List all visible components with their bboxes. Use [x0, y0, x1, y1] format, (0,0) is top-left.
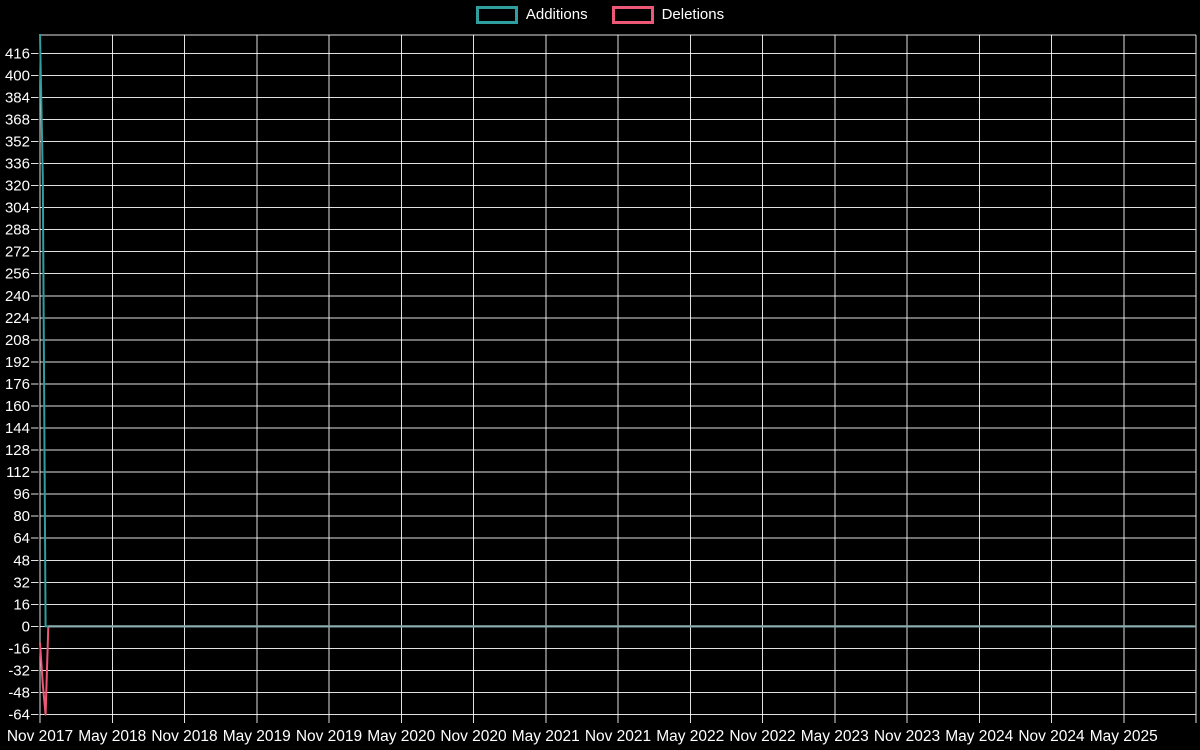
y-axis-tick-label: 128	[5, 442, 30, 459]
y-axis-tick-label: -32	[8, 662, 30, 679]
additions-legend-label: Additions	[525, 6, 588, 23]
y-axis-tick-label: 96	[13, 486, 30, 503]
x-axis-tick-label: Nov 2018	[151, 728, 217, 745]
y-axis-tick-label: 288	[5, 222, 30, 239]
y-axis-tick-label: 192	[5, 354, 30, 371]
chart-legend: Additions Deletions	[0, 6, 1200, 24]
x-axis-tick-label: Nov 2023	[874, 728, 940, 745]
y-axis-tick-label: 336	[5, 155, 30, 172]
legend-item-additions[interactable]: Additions	[475, 6, 588, 24]
x-axis-tick-label: May 2020	[367, 728, 435, 745]
x-axis-tick-label: Nov 2017	[7, 728, 73, 745]
grid-lines	[31, 34, 1197, 723]
y-axis-tick-label: 144	[5, 420, 30, 437]
y-axis-labels: 4164003843683523363203042882722562402242…	[5, 45, 30, 723]
y-axis-tick-label: 272	[5, 244, 30, 261]
x-axis-tick-label: May 2019	[223, 728, 291, 745]
y-axis-tick-label: -48	[8, 685, 30, 702]
x-axis-tick-label: May 2025	[1090, 728, 1158, 745]
y-axis-tick-label: 416	[5, 45, 30, 62]
y-axis-tick-label: 64	[13, 530, 30, 547]
y-axis-tick-label: 160	[5, 398, 30, 415]
y-axis-tick-label: 176	[5, 376, 30, 393]
y-axis-tick-label: 208	[5, 332, 30, 349]
x-axis-labels: Nov 2017 May 2018 Nov 2018 May 2019 Nov 2019…	[7, 728, 1158, 745]
y-axis-tick-label: 256	[5, 266, 30, 283]
deletions-legend-label: Deletions	[661, 6, 725, 23]
x-axis-tick-label: Nov 2022	[729, 728, 795, 745]
additions-series-swatch-icon	[475, 6, 518, 24]
x-axis-tick-label: May 2018	[78, 728, 146, 745]
y-axis-tick-label: 384	[5, 89, 30, 106]
y-axis-tick-label: 32	[13, 574, 30, 591]
y-axis-tick-label: 80	[13, 508, 30, 525]
y-axis-tick-label: -16	[8, 640, 30, 657]
y-axis-tick-label: 240	[5, 288, 30, 305]
additions-series-line	[39, 33, 1194, 628]
x-axis-tick-label: May 2021	[512, 728, 580, 745]
y-axis-tick-label: 352	[5, 133, 30, 150]
y-axis-tick-label: 16	[13, 596, 30, 613]
x-axis-tick-label: Nov 2021	[585, 728, 651, 745]
y-axis-tick-label: -64	[8, 707, 30, 724]
x-axis-tick-label: May 2024	[945, 728, 1013, 745]
x-axis-tick-label: May 2023	[801, 728, 869, 745]
x-axis-tick-label: Nov 2019	[296, 728, 362, 745]
legend-item-deletions[interactable]: Deletions	[611, 6, 725, 24]
y-axis-tick-label: 112	[6, 464, 30, 481]
y-axis-tick-label: 0	[22, 618, 30, 635]
x-axis-tick-label: Nov 2020	[440, 728, 507, 745]
y-axis-tick-label: 224	[5, 310, 30, 327]
y-axis-tick-label: 368	[5, 111, 30, 128]
y-axis-tick-label: 400	[5, 67, 30, 84]
y-axis-tick-label: 304	[5, 200, 30, 217]
y-axis-tick-label: 320	[5, 178, 30, 195]
x-axis-tick-label: May 2022	[656, 728, 724, 745]
y-axis-tick-label: 48	[13, 552, 30, 569]
deletions-series-swatch-icon	[611, 6, 654, 24]
x-axis-tick-label: Nov 2024	[1018, 728, 1085, 745]
